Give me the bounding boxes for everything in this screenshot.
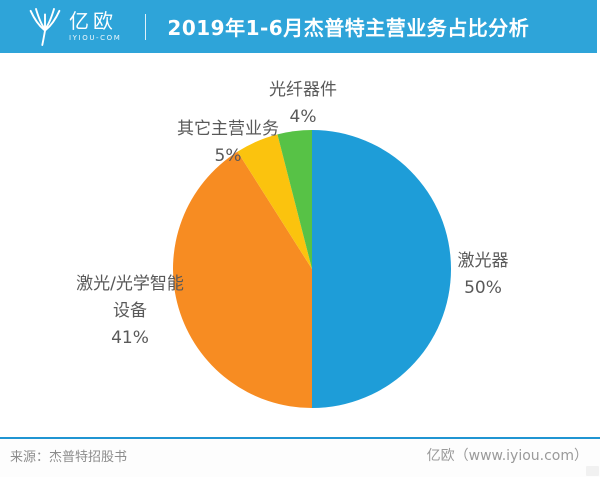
- corner-watermark: [586, 466, 599, 476]
- pie-label-other: 其它主营业务 5%: [156, 116, 300, 170]
- pie-label-laser: 激光器 50%: [423, 248, 543, 302]
- pie-label-equipment-line2: 设备: [113, 301, 147, 321]
- pie-label-other-name: 其它主营业务: [177, 119, 279, 139]
- pie-slice-other: [237, 134, 312, 269]
- page-title: 2019年1-6月杰普特主营业务占比分析: [167, 16, 530, 40]
- source-text: 来源：杰普特招股书: [10, 449, 128, 465]
- logo-subtext: IYIOU-COM: [69, 34, 122, 42]
- logo-text-column: 亿欧 IYIOU-COM: [69, 11, 121, 42]
- pie-slice-equipment: [173, 151, 312, 408]
- footer-bar: 来源：杰普特招股书 亿欧（www.iyiou.com）: [0, 439, 600, 477]
- iyiou-logo: 亿欧 IYIOU-COM: [27, 7, 121, 46]
- pie-label-fiber-pct: 4%: [289, 107, 317, 127]
- brand-text: 亿欧（www.iyiou.com）: [426, 448, 588, 464]
- footer-divider-line: [0, 437, 600, 439]
- chart-area: 光纤器件 4% 其它主营业务 5% 激光/光学智能 设备 41% 激光器 50%: [0, 53, 600, 437]
- logo-text: 亿欧: [69, 9, 117, 33]
- pie-label-other-pct: 5%: [214, 146, 242, 166]
- pie-label-equipment: 激光/光学智能 设备 41%: [60, 271, 200, 352]
- pie-label-equipment-pct: 41%: [111, 328, 149, 348]
- pie-label-laser-name: 激光器: [457, 251, 509, 271]
- header-bar: 亿欧 IYIOU-COM 2019年1-6月杰普特主营业务占比分析: [0, 0, 597, 53]
- pie-label-equipment-line1: 激光/光学智能: [76, 274, 184, 294]
- header-separator: [145, 13, 147, 40]
- pie-label-fiber: 光纤器件 4%: [243, 77, 363, 131]
- pie-slice-fiber: [277, 130, 312, 269]
- pie-label-fiber-name: 光纤器件: [269, 80, 337, 100]
- pie-slice-laser: [312, 130, 451, 408]
- pie-label-laser-pct: 50%: [464, 278, 502, 298]
- iyiou-logo-icon: [29, 7, 61, 46]
- pie-chart: [173, 130, 451, 408]
